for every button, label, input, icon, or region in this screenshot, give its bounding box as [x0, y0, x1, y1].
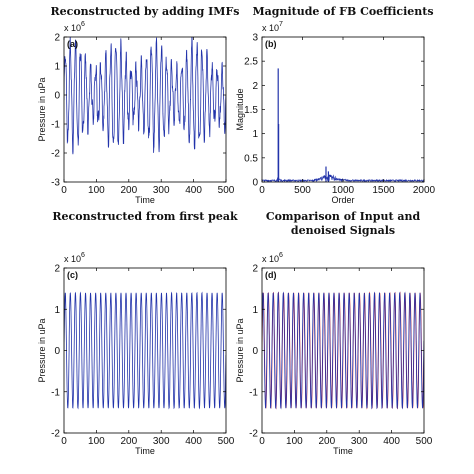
y-tick-label: 2: [252, 264, 258, 275]
exponent-base: x 10: [262, 23, 279, 33]
y-tick-label: -2: [249, 429, 258, 440]
y-tick-label: 1: [54, 305, 60, 316]
y-tick-label: -2: [51, 429, 60, 440]
panel-label: (a): [67, 39, 78, 49]
x-tick-label: 0: [61, 185, 67, 196]
x-tick-label: 200: [318, 436, 335, 447]
x-tick-label: 300: [351, 436, 368, 447]
x-tick-label: 0: [61, 436, 67, 447]
exponent-power: 6: [81, 252, 85, 259]
y-tick-label: 2: [252, 81, 258, 92]
x-tick-label: 200: [120, 436, 137, 447]
x-tick-label: 1000: [332, 185, 355, 196]
exponent-base: x 10: [262, 254, 279, 264]
y-tick-label: 2.5: [244, 57, 258, 68]
x-tick-label: 400: [383, 436, 400, 447]
x-tick-label: 500: [416, 436, 433, 447]
plot-area: [262, 68, 424, 182]
axis-exponent: x 106: [64, 21, 85, 33]
x-axis-label: Time: [135, 446, 155, 456]
y-tick-label: 1.5: [244, 105, 258, 116]
series-line-2: [262, 291, 424, 410]
y-tick-label: 0: [54, 346, 60, 357]
y-tick-label: 1: [252, 129, 258, 140]
chart-title: Comparison of Input and: [266, 210, 421, 223]
y-axis-label: Pressure in uPa: [37, 77, 47, 141]
y-tick-label: -2: [51, 149, 60, 160]
y-tick-label: 2: [54, 264, 60, 275]
chart-title: Magnitude of FB Coefficients: [252, 5, 433, 18]
axis-exponent: x 107: [262, 21, 283, 33]
x-tick-label: 100: [88, 185, 105, 196]
chart-panel-1: Reconstructed by adding IMFs x 106 0 100 200…: [37, 5, 239, 205]
x-tick-label: 300: [153, 436, 170, 447]
axis-exponent: x 106: [64, 252, 85, 264]
x-tick-label: 400: [185, 436, 202, 447]
y-tick-label: 2: [54, 33, 60, 44]
x-tick-label: 100: [286, 436, 303, 447]
x-tick-label: 0: [259, 185, 265, 196]
y-tick-label: -1: [51, 120, 60, 131]
panel-label: (d): [265, 270, 277, 280]
y-tick-label: 3: [252, 33, 258, 44]
y-tick-label: -1: [249, 387, 258, 398]
y-tick-label: -3: [51, 178, 60, 189]
panel-label: (b): [265, 39, 277, 49]
x-tick-label: 300: [153, 185, 170, 196]
exponent-power: 6: [279, 252, 283, 259]
y-tick-label: 0: [54, 91, 60, 102]
chart-subtitle: denoised Signals: [291, 224, 395, 237]
exponent-power: 7: [279, 21, 283, 28]
y-tick-label: 0: [252, 346, 258, 357]
x-axis-label: Time: [333, 446, 353, 456]
exponent-base: x 10: [64, 23, 81, 33]
x-tick-label: 2000: [413, 185, 436, 196]
x-tick-label: 500: [294, 185, 311, 196]
x-tick-label: 1500: [372, 185, 395, 196]
exponent-base: x 10: [64, 254, 81, 264]
panel-label: (c): [67, 270, 78, 280]
plot-area: [64, 37, 226, 155]
x-axis-label: Time: [135, 195, 155, 205]
y-tick-label: 0: [252, 178, 258, 189]
y-tick-label: 1: [54, 62, 60, 73]
axis-exponent: x 106: [262, 252, 283, 264]
x-tick-label: 500: [218, 436, 235, 447]
y-axis-label: Magnitude: [235, 88, 245, 130]
plot-area: [64, 291, 226, 410]
chart-title: Reconstructed by adding IMFs: [51, 5, 240, 18]
y-tick-label: -1: [51, 387, 60, 398]
chart-title: Reconstructed from first peak: [52, 210, 238, 223]
x-tick-label: 0: [259, 436, 265, 447]
x-tick-label: 100: [88, 436, 105, 447]
exponent-power: 6: [81, 21, 85, 28]
y-axis-label: Pressure in uPa: [235, 318, 245, 382]
y-tick-label: 1: [252, 305, 258, 316]
plot-frame: [63, 36, 227, 183]
plot-frame: [261, 36, 425, 183]
plot-area: [262, 291, 424, 410]
series-line-1: [64, 37, 226, 155]
x-tick-label: 500: [218, 185, 235, 196]
series-line-1: [64, 291, 226, 410]
y-tick-label: 0.5: [244, 153, 258, 164]
x-tick-label: 400: [185, 185, 202, 196]
x-axis-label: Order: [331, 195, 354, 205]
y-axis-label: Pressure in uPa: [37, 318, 47, 382]
x-tick-label: 200: [120, 185, 137, 196]
